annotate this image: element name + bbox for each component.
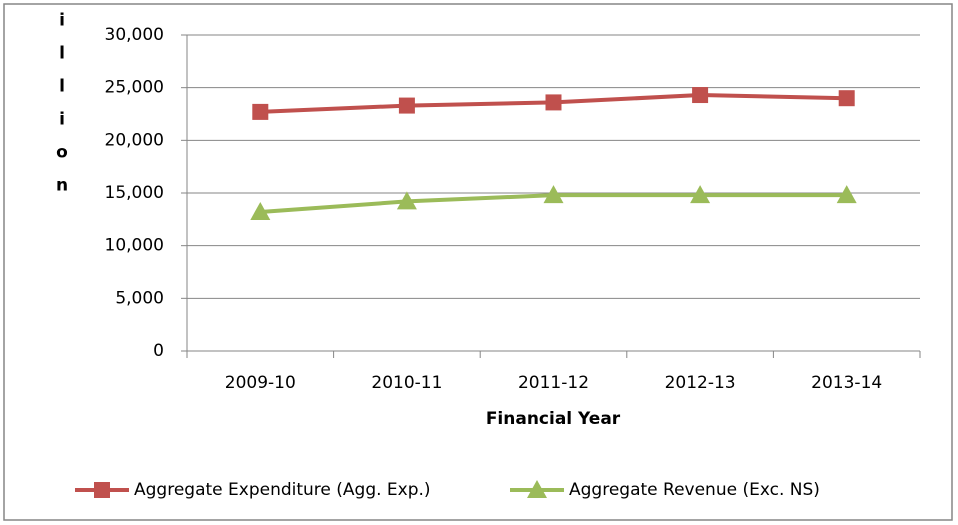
data-point bbox=[836, 185, 857, 204]
y-axis-label: £ million bbox=[52, 0, 72, 209]
legend-marker bbox=[94, 482, 110, 498]
y-tick-label: 10,000 bbox=[105, 236, 164, 256]
y-tick-label: 25,000 bbox=[105, 78, 164, 98]
data-point bbox=[545, 94, 562, 111]
data-point bbox=[838, 90, 855, 107]
chart-frame bbox=[3, 3, 953, 521]
y-tick-label: 20,000 bbox=[105, 130, 164, 150]
legend-label: Aggregate Expenditure (Agg. Exp.) bbox=[134, 480, 431, 500]
y-tick-label: 15,000 bbox=[105, 183, 164, 203]
x-tick-label: 2012-13 bbox=[665, 373, 736, 393]
y-tick-label: 0 bbox=[153, 341, 164, 361]
data-point bbox=[396, 191, 417, 210]
data-point bbox=[690, 185, 711, 204]
x-tick-label: 2010-11 bbox=[371, 373, 442, 393]
legend-marker bbox=[527, 480, 547, 498]
y-tick-label: 30,000 bbox=[105, 25, 164, 45]
data-point bbox=[252, 103, 269, 120]
y-tick-label: 5,000 bbox=[115, 288, 164, 308]
x-tick-label: 2013-14 bbox=[811, 373, 882, 393]
x-axis-label: Financial Year bbox=[486, 409, 621, 429]
data-point bbox=[398, 97, 415, 114]
data-point bbox=[543, 185, 564, 204]
data-point bbox=[250, 201, 271, 220]
x-tick-label: 2009-10 bbox=[225, 373, 296, 393]
data-point bbox=[692, 87, 709, 104]
x-tick-label: 2011-12 bbox=[518, 373, 589, 393]
legend-label: Aggregate Revenue (Exc. NS) bbox=[569, 480, 820, 500]
